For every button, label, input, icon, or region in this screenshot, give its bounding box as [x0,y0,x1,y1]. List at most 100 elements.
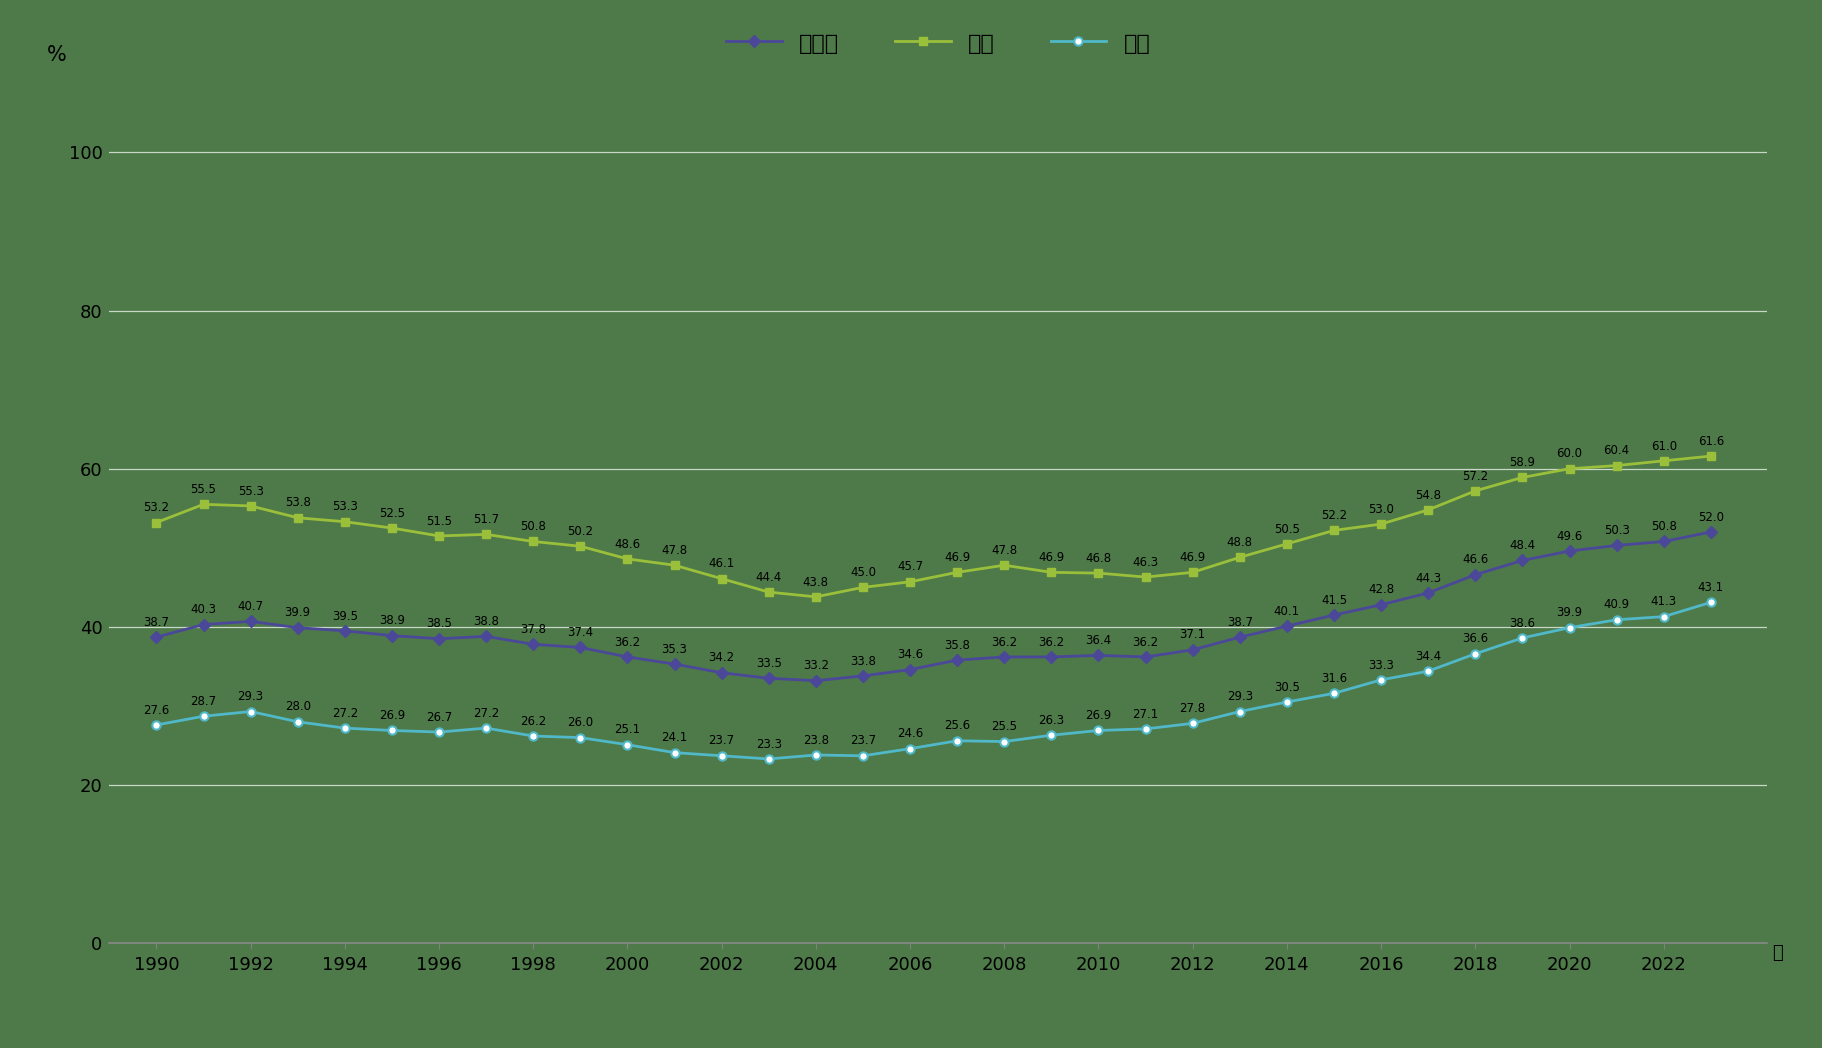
男女計 [1370,598,1392,611]
Text: 40.3: 40.3 [191,604,217,616]
Text: 41.5: 41.5 [1321,594,1346,607]
Text: 40.1: 40.1 [1274,605,1299,617]
女性 [1040,729,1062,742]
男性 [1512,472,1534,484]
男女計 [1088,649,1110,661]
Text: 45.7: 45.7 [896,561,924,573]
女性 [1558,621,1580,634]
Text: 46.6: 46.6 [1463,553,1489,566]
Text: 38.8: 38.8 [474,615,499,628]
女性 [1088,724,1110,737]
女性 [333,722,355,735]
Text: 41.3: 41.3 [1651,595,1676,608]
Text: 50.8: 50.8 [521,520,547,533]
男性 [1605,459,1627,472]
男女計 [523,638,545,651]
Text: 57.2: 57.2 [1463,470,1489,482]
Text: 58.9: 58.9 [1509,456,1536,470]
男女計 [1558,545,1580,558]
男女計 [333,625,355,637]
Text: 27.1: 27.1 [1133,707,1159,721]
Text: 60.4: 60.4 [1603,444,1629,457]
Text: 31.6: 31.6 [1321,672,1346,685]
女性 [663,746,685,759]
男性 [523,536,545,548]
男性 [1275,538,1297,550]
Text: 23.7: 23.7 [849,735,876,747]
Legend: 男女計, 男性, 女性: 男女計, 男性, 女性 [718,24,1159,63]
Text: 36.6: 36.6 [1463,632,1489,646]
Text: 48.6: 48.6 [614,538,641,550]
Text: 44.3: 44.3 [1416,571,1441,585]
Text: 46.9: 46.9 [1039,551,1064,564]
Line: 男女計: 男女計 [153,528,1715,684]
女性 [853,749,875,762]
男女計 [1653,536,1674,548]
Text: 50.3: 50.3 [1603,524,1629,538]
女性 [570,732,592,744]
男女計 [1418,587,1439,599]
Text: 37.1: 37.1 [1179,629,1206,641]
Text: %: % [46,45,66,65]
Text: 年: 年 [1773,944,1784,962]
男性 [146,517,168,529]
Text: 46.8: 46.8 [1086,552,1111,565]
男性 [616,552,638,565]
男女計 [805,674,827,686]
男女計 [1182,643,1204,656]
男女計 [993,651,1015,663]
男女計 [1135,651,1157,663]
女性 [1228,705,1250,718]
男女計 [946,654,967,667]
男性 [1418,504,1439,517]
女性 [1512,632,1534,645]
Text: 38.7: 38.7 [144,616,169,629]
女性 [1465,648,1487,660]
男女計 [1275,619,1297,632]
Text: 24.6: 24.6 [896,727,924,740]
Text: 47.8: 47.8 [991,544,1017,556]
女性 [758,752,780,765]
女性 [1418,664,1439,677]
Text: 25.1: 25.1 [614,723,641,737]
Text: 55.3: 55.3 [237,484,264,498]
男性 [1228,551,1250,564]
女性 [193,709,215,722]
Text: 45.0: 45.0 [851,566,876,580]
Text: 51.7: 51.7 [474,514,499,526]
男性 [333,516,355,528]
女性 [1653,610,1674,623]
Text: 29.3: 29.3 [237,691,264,703]
Text: 23.8: 23.8 [804,734,829,746]
Text: 51.5: 51.5 [426,515,452,527]
男女計 [570,641,592,654]
Text: 35.8: 35.8 [944,639,969,652]
Text: 29.3: 29.3 [1226,691,1254,703]
女性 [476,722,497,735]
男女計 [711,667,732,679]
Text: 46.9: 46.9 [1179,551,1206,564]
Text: 50.2: 50.2 [567,525,594,538]
Text: 53.8: 53.8 [284,497,312,509]
Text: 53.0: 53.0 [1368,503,1394,516]
男女計 [1040,651,1062,663]
男女計 [898,663,920,676]
Text: 23.3: 23.3 [756,738,782,750]
男性 [476,528,497,541]
女性 [946,735,967,747]
Text: 49.6: 49.6 [1556,529,1583,543]
女性 [1182,717,1204,729]
男性 [758,586,780,598]
男女計 [1465,568,1487,581]
女性 [1135,723,1157,736]
Text: 46.3: 46.3 [1133,555,1159,569]
Text: 37.8: 37.8 [521,623,547,636]
Text: 34.4: 34.4 [1416,650,1441,662]
男女計 [1323,609,1345,621]
Text: 43.1: 43.1 [1698,581,1724,594]
男性 [241,500,262,512]
男性 [805,591,827,604]
Text: 36.2: 36.2 [1039,635,1064,649]
男女計 [1228,631,1250,643]
男性 [1370,518,1392,530]
